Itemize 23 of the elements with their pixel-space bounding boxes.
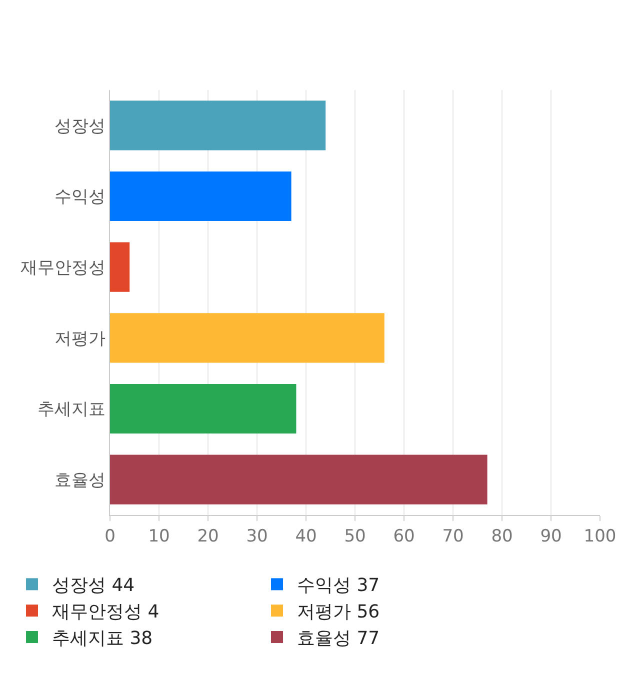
x-tick-label: 60 <box>393 526 415 546</box>
legend-label: 성장성 44 <box>52 575 135 596</box>
y-tick-label: 재무안정성 <box>20 258 106 278</box>
x-tick-label: 40 <box>295 526 317 546</box>
legend-label: 저평가 56 <box>297 602 380 623</box>
x-tick-label: 30 <box>246 526 268 546</box>
x-tick-label: 20 <box>197 526 219 546</box>
legend-label: 추세지표 38 <box>52 628 153 650</box>
x-tick-label: 50 <box>344 526 366 546</box>
y-tick-label: 효율성 <box>54 470 106 491</box>
x-tick-label: 0 <box>104 526 116 546</box>
x-tick-label: 10 <box>148 526 170 546</box>
legend-label: 효율성 77 <box>297 628 380 650</box>
y-tick-label: 추세지표 <box>38 400 106 420</box>
legend-label: 재무안정성 4 <box>52 602 160 623</box>
y-tick-label: 저평가 <box>54 328 106 349</box>
x-tick-label: 100 <box>584 526 616 546</box>
x-tick-label: 70 <box>442 526 464 546</box>
x-tick-label: 90 <box>540 526 562 546</box>
x-tick-label: 80 <box>491 526 513 546</box>
legend-label: 수익성 37 <box>297 575 380 596</box>
y-tick-label: 수익성 <box>54 187 106 208</box>
y-tick-label: 성장성 <box>54 116 106 136</box>
